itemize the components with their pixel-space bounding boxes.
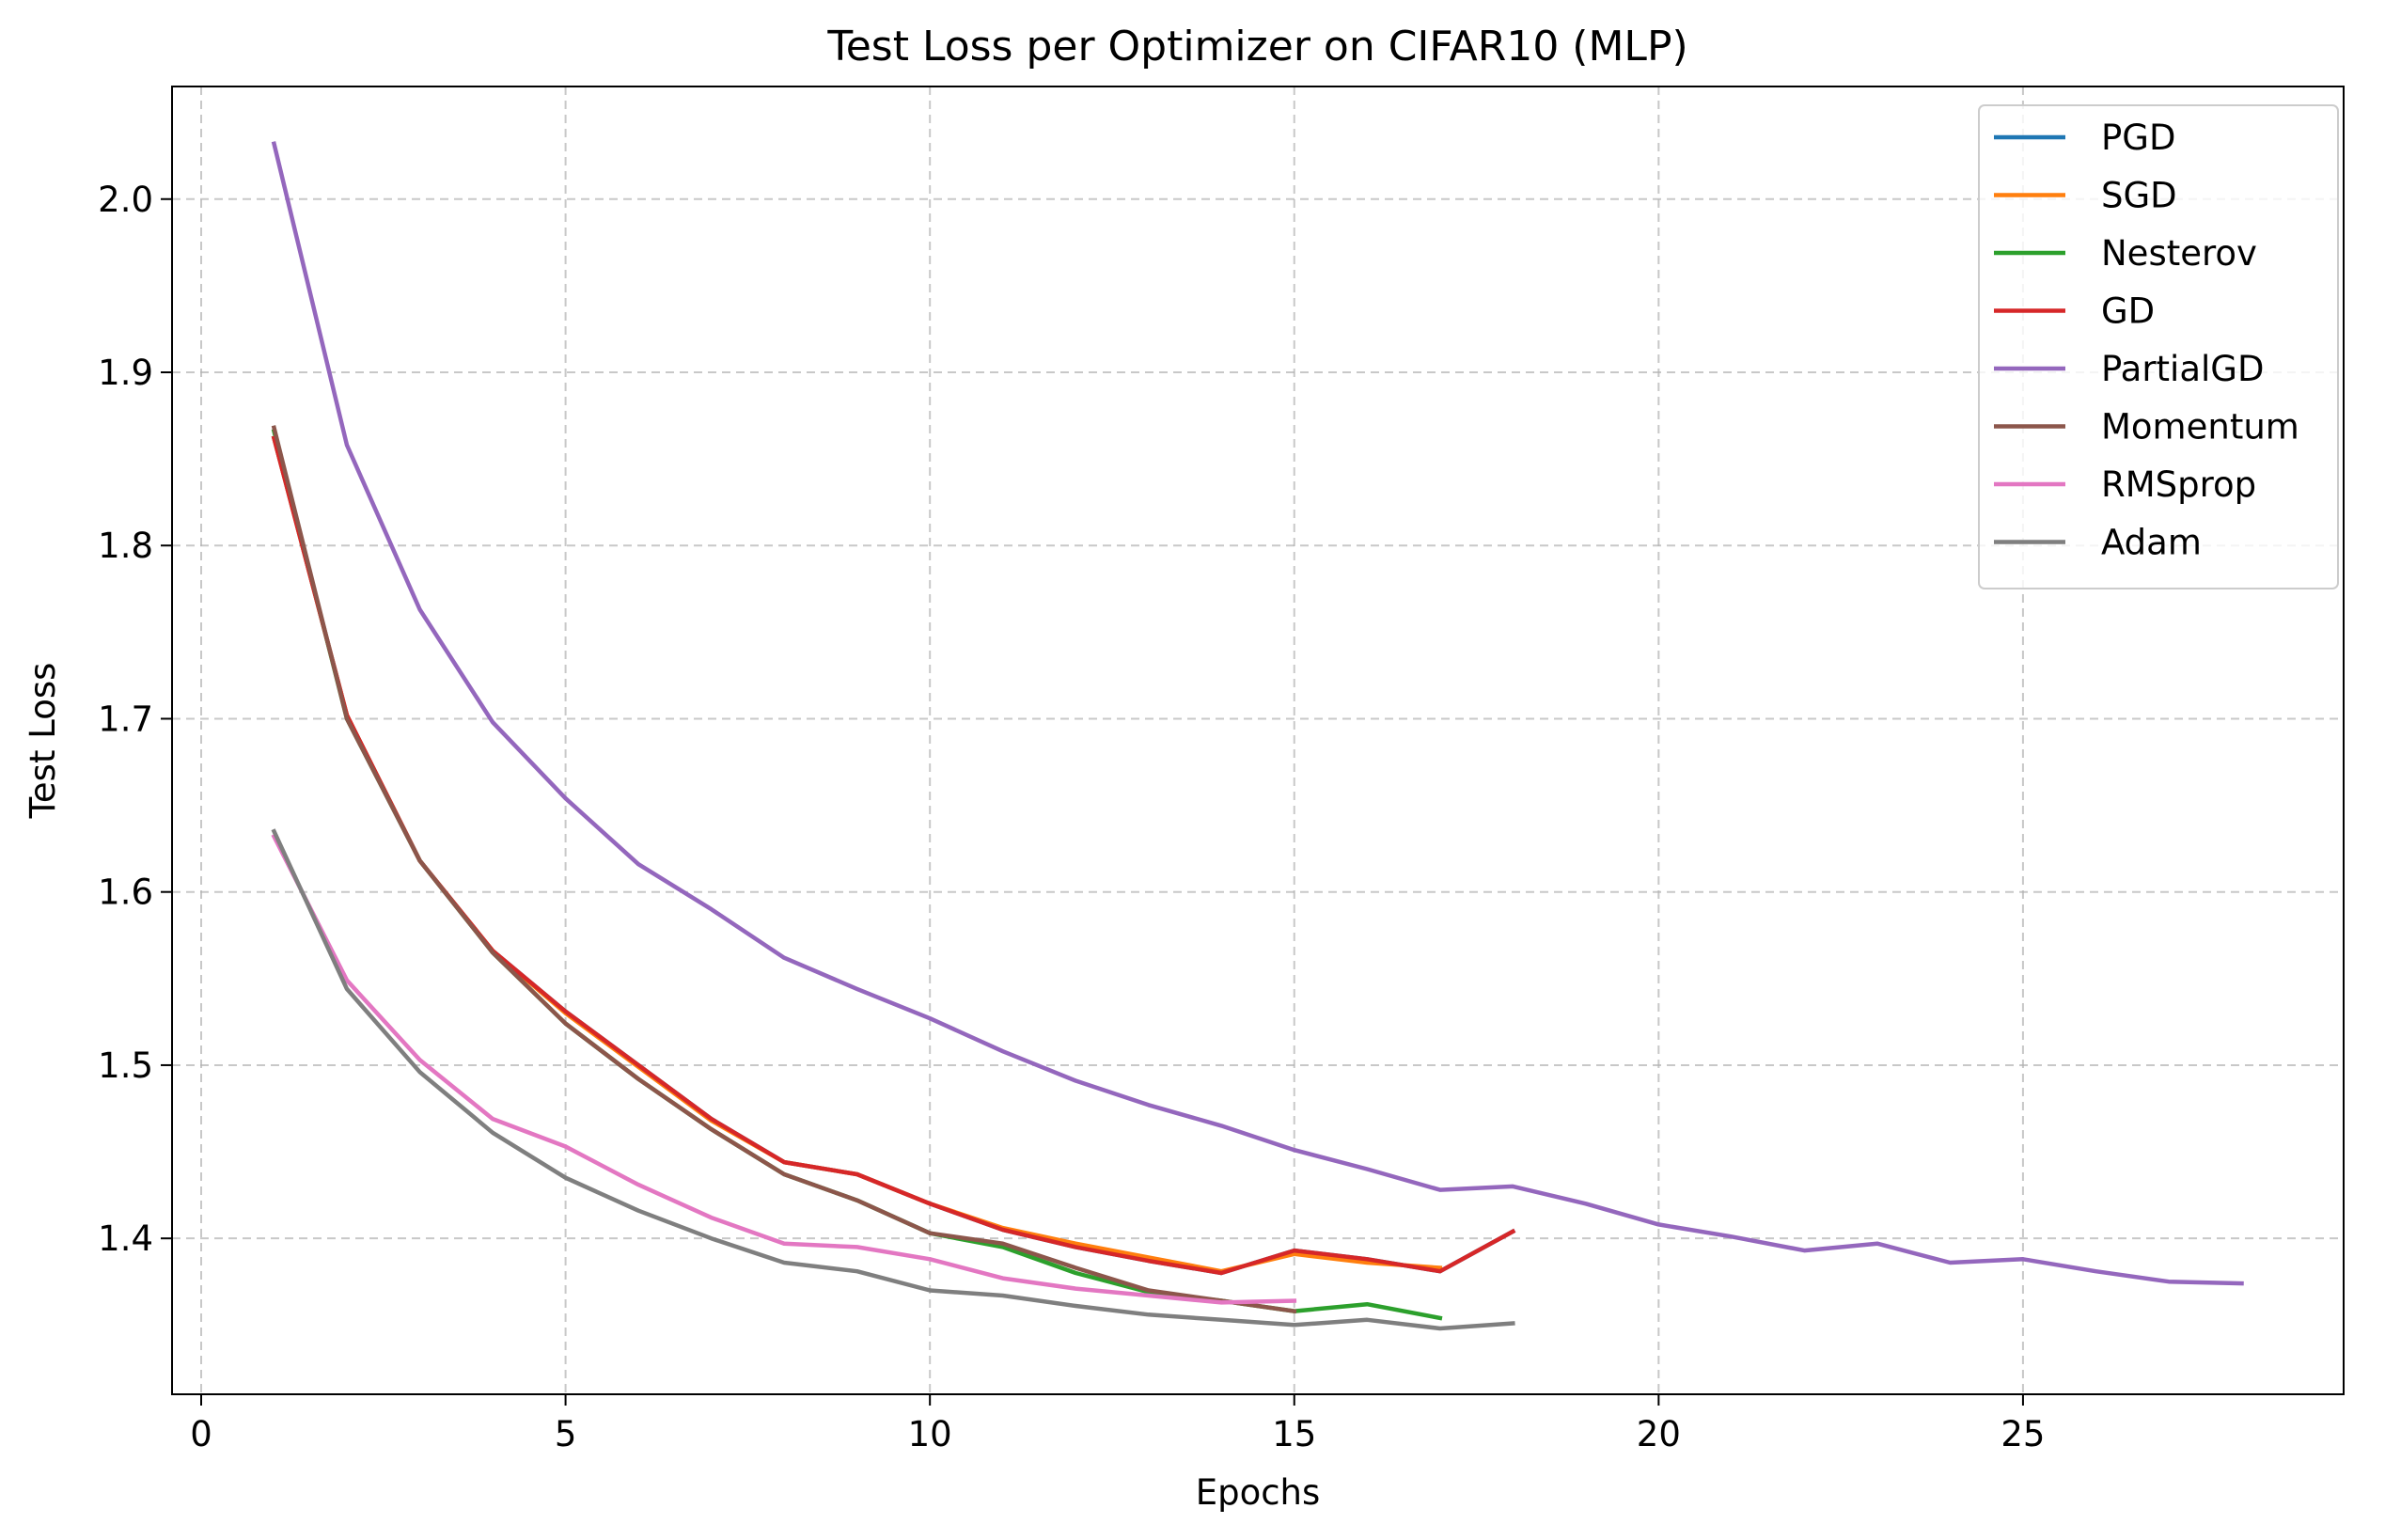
x-tick-label: 25	[2001, 1414, 2045, 1454]
legend: PGD SGD Nesterov GD PartialGD Momentum RMSprop…	[1978, 104, 2339, 589]
plot-frame	[171, 86, 2345, 1395]
series-line-momentum	[271, 425, 1297, 1314]
legend-label-gd: GD	[2101, 291, 2155, 332]
y-tick-label: 1.5	[98, 1045, 153, 1086]
legend-label-pgd: PGD	[2101, 118, 2175, 158]
x-tick-label: 5	[555, 1414, 577, 1454]
y-tick-label: 1.7	[98, 699, 153, 739]
y-tick-label: 2.0	[98, 180, 153, 220]
ticks: 0 5 10 15 20 25 1.4 1.5 1.6 1.7 1.8 1.9 2.0	[98, 180, 2045, 1454]
x-axis-label: Epochs	[1196, 1472, 1321, 1513]
y-tick-label: 1.6	[98, 872, 153, 913]
legend-label-sgd: SGD	[2101, 176, 2177, 216]
x-tick-label: 15	[1272, 1414, 1316, 1454]
legend-label-rmsprop: RMSprop	[2101, 464, 2256, 505]
series-layer	[271, 141, 2244, 1331]
legend-label-partialgd: PartialGD	[2101, 349, 2264, 389]
series-line-adam	[271, 828, 1515, 1331]
x-tick-label: 20	[1637, 1414, 1681, 1454]
series-line-partialgd	[271, 141, 2244, 1286]
legend-label-momentum: Momentum	[2101, 407, 2299, 448]
legend-label-adam: Adam	[2101, 523, 2202, 563]
y-tick-label: 1.8	[98, 526, 153, 566]
y-axis-label: Test Loss	[23, 663, 63, 820]
legend-label-nesterov: Nesterov	[2101, 233, 2257, 274]
legend-box	[1978, 104, 2339, 589]
x-tick-label: 0	[190, 1414, 212, 1454]
y-tick-label: 1.4	[98, 1218, 153, 1259]
series-line-rmsprop	[271, 833, 1297, 1305]
chart-title: Test Loss per Optimizer on CIFAR10 (MLP)	[826, 23, 1687, 71]
x-tick-label: 10	[908, 1414, 952, 1454]
y-tick-label: 1.9	[98, 353, 153, 393]
